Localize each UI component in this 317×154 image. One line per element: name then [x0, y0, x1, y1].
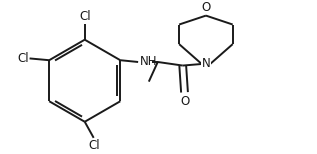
- Text: Cl: Cl: [89, 139, 100, 152]
- Text: Cl: Cl: [79, 10, 91, 23]
- Text: Cl: Cl: [17, 52, 29, 65]
- Text: O: O: [201, 1, 210, 14]
- Text: O: O: [180, 95, 189, 108]
- Text: NH: NH: [140, 55, 158, 69]
- Text: N: N: [202, 57, 210, 70]
